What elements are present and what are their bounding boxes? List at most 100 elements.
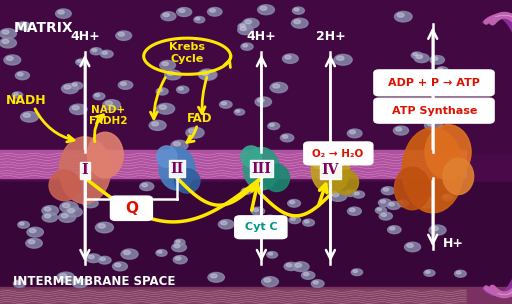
Circle shape (152, 122, 158, 126)
Circle shape (60, 202, 78, 212)
Circle shape (381, 213, 387, 216)
Circle shape (281, 134, 294, 142)
Ellipse shape (264, 164, 289, 192)
Circle shape (388, 226, 401, 234)
Circle shape (56, 9, 71, 18)
Circle shape (202, 71, 209, 75)
Circle shape (70, 104, 87, 115)
Circle shape (93, 93, 105, 100)
Circle shape (58, 10, 64, 14)
Circle shape (116, 31, 132, 40)
Circle shape (176, 240, 180, 243)
Circle shape (103, 100, 120, 110)
Circle shape (430, 56, 444, 64)
Circle shape (286, 264, 292, 267)
Circle shape (59, 274, 67, 278)
Circle shape (268, 123, 280, 130)
Circle shape (199, 69, 216, 79)
Bar (1, 287, 512, 304)
Circle shape (379, 212, 392, 220)
Bar (1, 182, 512, 304)
Text: 2H+: 2H+ (315, 29, 345, 43)
Circle shape (397, 13, 404, 17)
Circle shape (13, 280, 26, 287)
Circle shape (304, 272, 309, 276)
Circle shape (350, 130, 355, 134)
Text: Cyt C: Cyt C (245, 223, 277, 232)
Text: Q: Q (125, 201, 138, 216)
Ellipse shape (310, 147, 330, 169)
Circle shape (262, 277, 279, 287)
Text: III: III (251, 162, 271, 176)
Circle shape (424, 120, 442, 130)
Circle shape (442, 194, 453, 201)
Circle shape (178, 87, 183, 90)
Ellipse shape (443, 158, 474, 195)
Circle shape (353, 270, 357, 273)
Circle shape (17, 73, 23, 76)
Circle shape (438, 68, 443, 71)
Circle shape (292, 262, 309, 271)
FancyBboxPatch shape (374, 98, 494, 123)
Circle shape (393, 126, 409, 135)
Circle shape (123, 250, 131, 254)
Circle shape (241, 43, 253, 50)
Circle shape (390, 227, 395, 230)
Circle shape (92, 49, 97, 52)
Circle shape (260, 6, 267, 10)
Circle shape (427, 122, 434, 126)
Circle shape (348, 207, 361, 215)
Circle shape (72, 83, 77, 86)
Circle shape (7, 57, 13, 60)
Circle shape (4, 55, 20, 65)
Circle shape (18, 23, 24, 26)
Circle shape (407, 244, 413, 247)
Circle shape (82, 199, 98, 208)
Circle shape (158, 250, 162, 253)
Circle shape (42, 206, 58, 216)
Circle shape (243, 44, 248, 47)
Circle shape (20, 112, 38, 122)
Circle shape (64, 85, 71, 89)
Text: 4H+: 4H+ (246, 29, 276, 43)
Circle shape (292, 7, 305, 14)
Circle shape (207, 8, 222, 16)
Circle shape (436, 67, 448, 74)
Circle shape (174, 244, 180, 248)
Circle shape (346, 191, 351, 193)
Circle shape (102, 51, 108, 54)
Circle shape (413, 53, 417, 56)
Circle shape (85, 200, 91, 204)
Circle shape (288, 199, 301, 207)
Circle shape (194, 16, 205, 23)
Circle shape (350, 208, 355, 212)
Circle shape (100, 257, 105, 261)
Circle shape (23, 113, 30, 117)
Circle shape (354, 192, 359, 195)
Text: Krebs
Cycle: Krebs Cycle (169, 42, 205, 64)
Circle shape (149, 120, 166, 130)
Circle shape (258, 98, 264, 102)
Circle shape (71, 82, 82, 89)
Circle shape (351, 269, 362, 275)
Circle shape (305, 220, 309, 223)
Circle shape (331, 179, 338, 183)
Circle shape (72, 106, 79, 110)
Circle shape (177, 86, 189, 93)
Circle shape (14, 93, 18, 95)
Circle shape (267, 251, 278, 258)
Circle shape (59, 212, 76, 222)
Circle shape (62, 203, 70, 208)
Circle shape (201, 71, 208, 75)
Circle shape (411, 52, 422, 59)
Circle shape (311, 280, 324, 287)
Text: ADP + P → ATP: ADP + P → ATP (388, 78, 480, 88)
Circle shape (332, 192, 339, 197)
Circle shape (167, 71, 174, 75)
Circle shape (140, 182, 154, 191)
Text: I: I (81, 163, 88, 177)
Circle shape (303, 219, 314, 226)
Circle shape (175, 239, 185, 246)
Circle shape (157, 103, 175, 114)
Circle shape (238, 23, 251, 31)
